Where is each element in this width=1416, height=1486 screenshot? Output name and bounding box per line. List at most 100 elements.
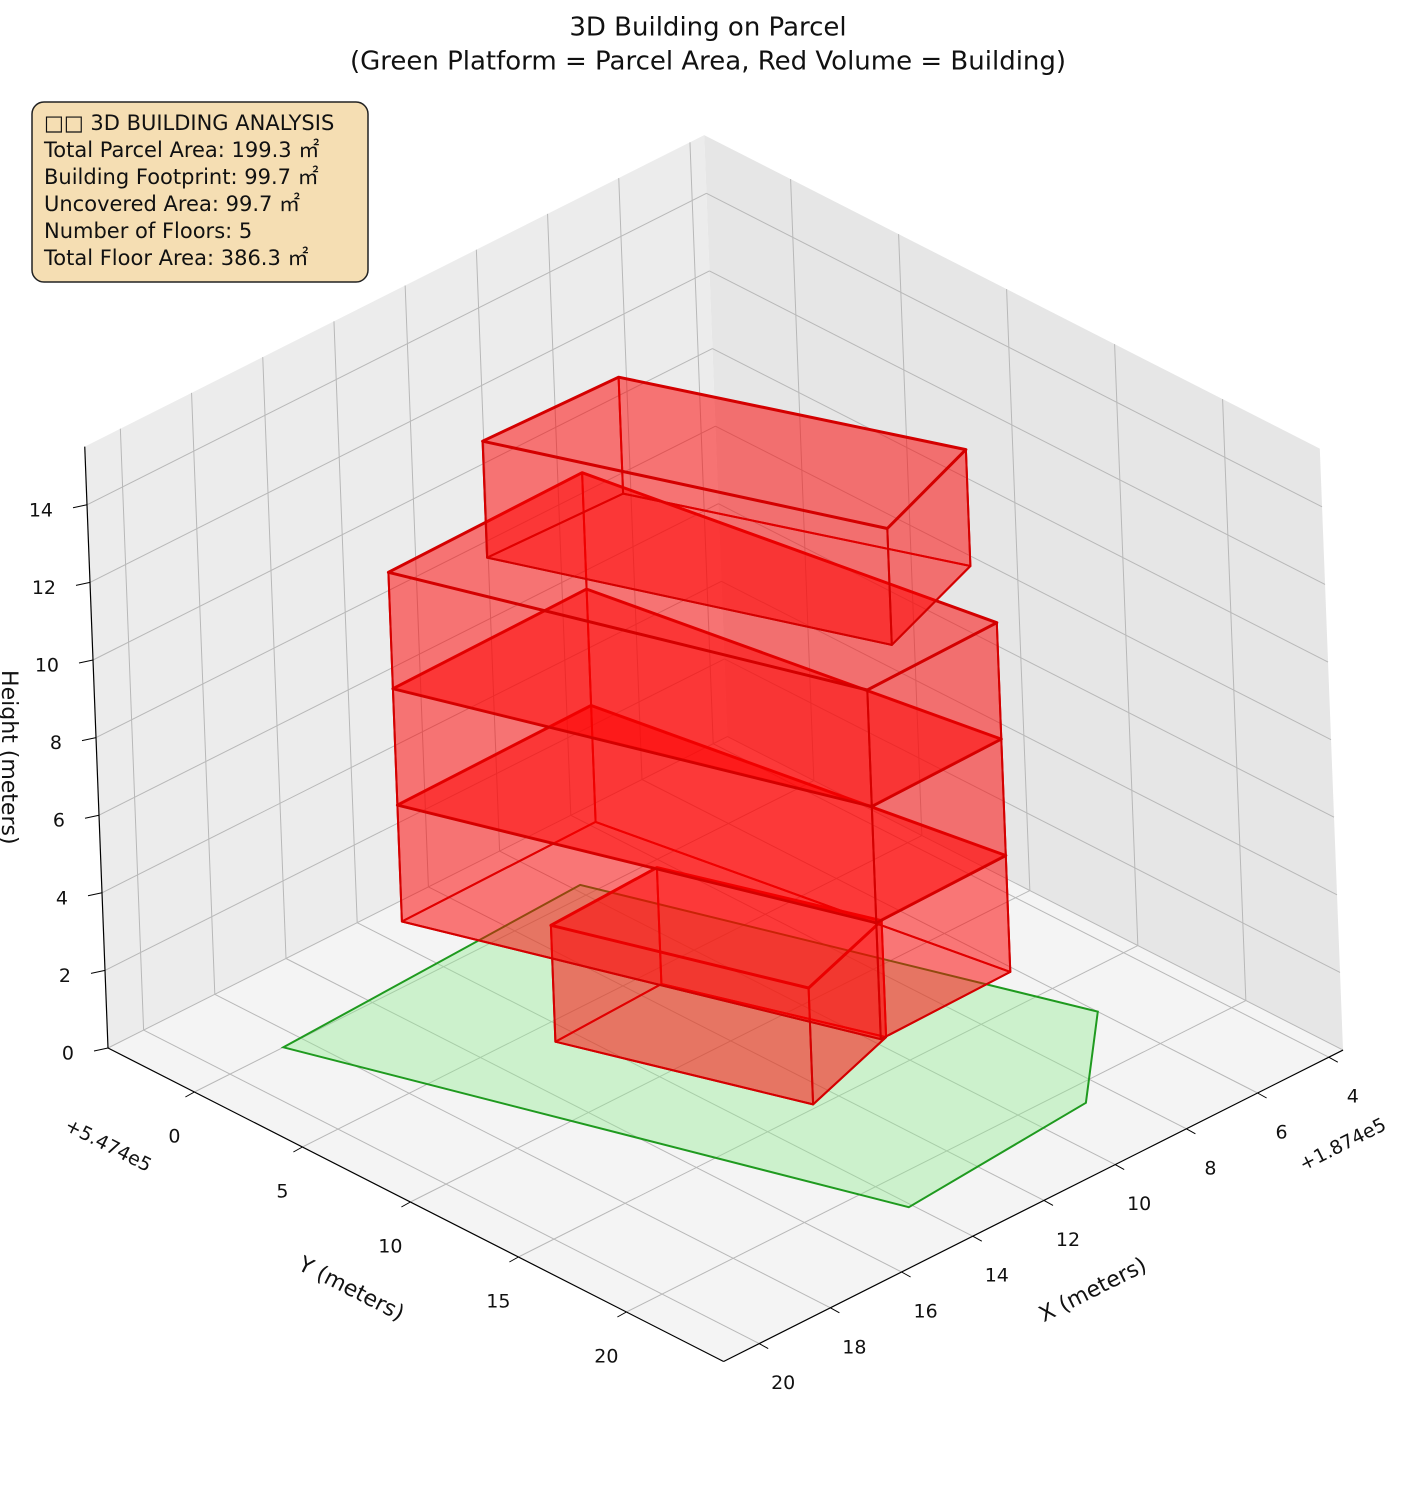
grid-line — [547, 213, 572, 816]
grid-line — [727, 736, 1344, 1051]
y-tick-label: 20 — [594, 1346, 618, 1368]
grid-line — [1114, 344, 1139, 946]
x-tick — [1328, 1056, 1339, 1063]
grid-line — [119, 428, 145, 1031]
y-tick — [509, 1256, 519, 1263]
grid-line — [499, 850, 1116, 1166]
z-axis-label: Height (meters) — [0, 670, 21, 845]
y-tick — [401, 1201, 411, 1208]
y-axis-label: Y (meters) — [293, 1252, 408, 1327]
info-line: Total Floor Area: 386.3 ㎡ — [43, 246, 309, 270]
x-tick — [972, 1235, 983, 1242]
grid-line — [518, 945, 1139, 1258]
grid-line — [712, 348, 1329, 663]
z-tick — [90, 969, 106, 974]
grid-line — [790, 179, 815, 781]
chart-title: 3D Building on Parcel — [569, 13, 846, 43]
grid-line — [898, 234, 923, 836]
y-tick — [293, 1146, 303, 1153]
z-tick — [75, 581, 91, 586]
grid-line — [626, 1000, 1247, 1313]
z-tick — [78, 659, 94, 664]
x-axis-label: X (meters) — [1035, 1253, 1151, 1328]
grid-line — [89, 270, 710, 583]
info-line: □□ 3D BUILDING ANALYSIS — [44, 111, 334, 135]
x-offset: +1.874e5 — [1296, 1114, 1390, 1176]
grid-line — [718, 503, 1335, 818]
z-tick — [93, 1047, 109, 1052]
grid-line — [689, 142, 714, 744]
grid-line — [709, 270, 1326, 585]
grid-line — [712, 743, 1330, 1058]
chart-subtitle: (Green Platform = Parcel Area, Red Volum… — [350, 47, 1066, 77]
info-line: Number of Floors: 5 — [44, 219, 252, 243]
grid-line — [404, 285, 429, 887]
x-tick — [1186, 1128, 1196, 1135]
grid-line — [98, 503, 719, 816]
y-tick-label: 5 — [276, 1181, 288, 1203]
z-tick — [84, 814, 100, 819]
z-tick-label: 14 — [29, 499, 53, 521]
grid-line — [86, 192, 707, 506]
grid-line — [1222, 399, 1247, 1001]
y-axis-line — [107, 1047, 724, 1363]
x-tick — [1114, 1164, 1125, 1171]
grid-line — [143, 1029, 760, 1345]
x-tick-label: 10 — [1127, 1193, 1151, 1215]
axes: 4 6 8 10 12 14 16 18 20 0 5 10 15 20 0 2 4 6 8 10 12 14 — [29, 446, 1359, 1394]
x-tick-label: 6 — [1276, 1122, 1288, 1144]
x-axis-line — [723, 1049, 1344, 1363]
x-tick — [758, 1343, 769, 1350]
grid-line — [721, 580, 1338, 896]
info-box-background — [31, 101, 369, 283]
grid-line — [475, 249, 501, 852]
grid-line — [95, 425, 716, 739]
z-tick-label: 6 — [53, 810, 65, 832]
z-tick-label: 12 — [32, 577, 56, 599]
info-line: Uncovered Area: 99.7 ㎡ — [44, 192, 300, 216]
grid-line — [214, 993, 831, 1309]
info-line: Building Footprint: 99.7 ㎡ — [44, 165, 319, 189]
grid-line — [302, 835, 923, 1148]
z-tick — [81, 737, 97, 742]
z-tick-label: 10 — [35, 655, 59, 677]
right-pane — [704, 135, 1343, 1051]
z-tick-label: 4 — [56, 887, 68, 909]
grid-line — [715, 425, 1332, 741]
grid-line — [285, 958, 902, 1273]
grid-line — [262, 357, 287, 959]
y-tick-label: 0 — [168, 1126, 180, 1148]
z-tick — [72, 504, 88, 509]
grid-line — [356, 922, 974, 1237]
grid-line — [92, 348, 713, 661]
marks — [280, 375, 1099, 1209]
y-tick-label: 15 — [486, 1291, 510, 1313]
x-tick — [901, 1271, 911, 1278]
y-tick — [185, 1091, 195, 1098]
y-tick — [617, 1311, 627, 1318]
x-tick-label: 16 — [914, 1301, 938, 1323]
y-offset: +5.474e5 — [61, 1114, 155, 1176]
y-tick-label: 10 — [378, 1236, 402, 1258]
info-line: Total Parcel Area: 199.3 ㎡ — [43, 138, 319, 162]
info-box: □□ 3D BUILDING ANALYSIS Total Parcel Area… — [31, 101, 369, 283]
z-tick-label: 2 — [59, 965, 71, 987]
z-tick-label: 8 — [50, 732, 62, 754]
grid — [86, 142, 1344, 1345]
grid-line — [706, 192, 1323, 508]
x-tick-label: 8 — [1204, 1157, 1216, 1179]
x-tick-label: 4 — [1347, 1086, 1359, 1108]
x-tick — [1043, 1199, 1054, 1206]
x-tick — [1257, 1092, 1267, 1099]
x-tick-label: 20 — [771, 1372, 795, 1394]
left-pane — [84, 135, 728, 1049]
x-tick-label: 12 — [1056, 1229, 1080, 1251]
grid-line — [641, 779, 1258, 1094]
grid-line — [428, 886, 1045, 1201]
z-tick-label: 0 — [62, 1043, 74, 1065]
parcel — [280, 883, 1099, 1209]
x-tick-label: 14 — [985, 1265, 1009, 1287]
z-tick — [87, 892, 103, 897]
grid-line — [107, 736, 728, 1049]
